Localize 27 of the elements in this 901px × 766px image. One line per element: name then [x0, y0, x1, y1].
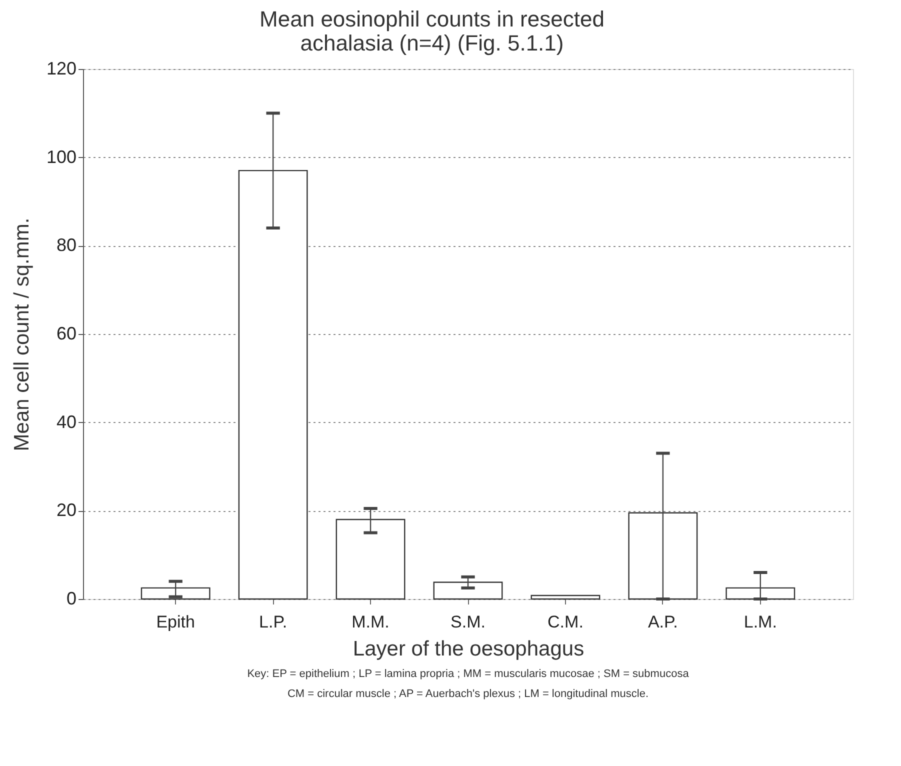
bar [726, 587, 796, 600]
y-tick-label: 0 [66, 588, 76, 608]
text: Key: EP = epithelium ; LP = lamina propria ; MM = muscularis mucosae ; SM = submucosa [247, 668, 690, 680]
y-tick-label: 80 [56, 235, 76, 256]
x-axis-title: Layer of the oesophagus [352, 638, 584, 660]
x-tick-label: L.M. [744, 612, 777, 632]
y-tick-label: 120 [46, 58, 76, 78]
bar [530, 594, 600, 600]
text: Mean eosinophil counts in resected [260, 6, 604, 32]
x-tick-label: S.M. [450, 612, 486, 632]
x-tick-label: M.M. [352, 612, 390, 632]
y-tick-label: 40 [56, 412, 76, 432]
x-tick-label: Epith [156, 612, 195, 632]
y-tick-label: 100 [46, 146, 76, 167]
bar [336, 518, 406, 600]
y-tick-label: 20 [56, 500, 76, 520]
bar [140, 587, 210, 600]
bar [433, 582, 503, 600]
bar [238, 170, 308, 600]
x-tick-label: C.M. [548, 612, 584, 632]
bar [628, 512, 698, 600]
text: achalasia (n=4) (Fig. 5.1.1) [300, 30, 564, 56]
y-axis-title: Mean cell count / sq.mm. [10, 218, 34, 452]
text: CM = circular muscle ; AP = Auerbach's plexus ; LM = longitudinal muscle. [287, 688, 649, 700]
x-tick-label: A.P. [648, 612, 678, 632]
x-tick-label: L.P. [259, 612, 288, 632]
y-tick-label: 60 [56, 324, 76, 344]
